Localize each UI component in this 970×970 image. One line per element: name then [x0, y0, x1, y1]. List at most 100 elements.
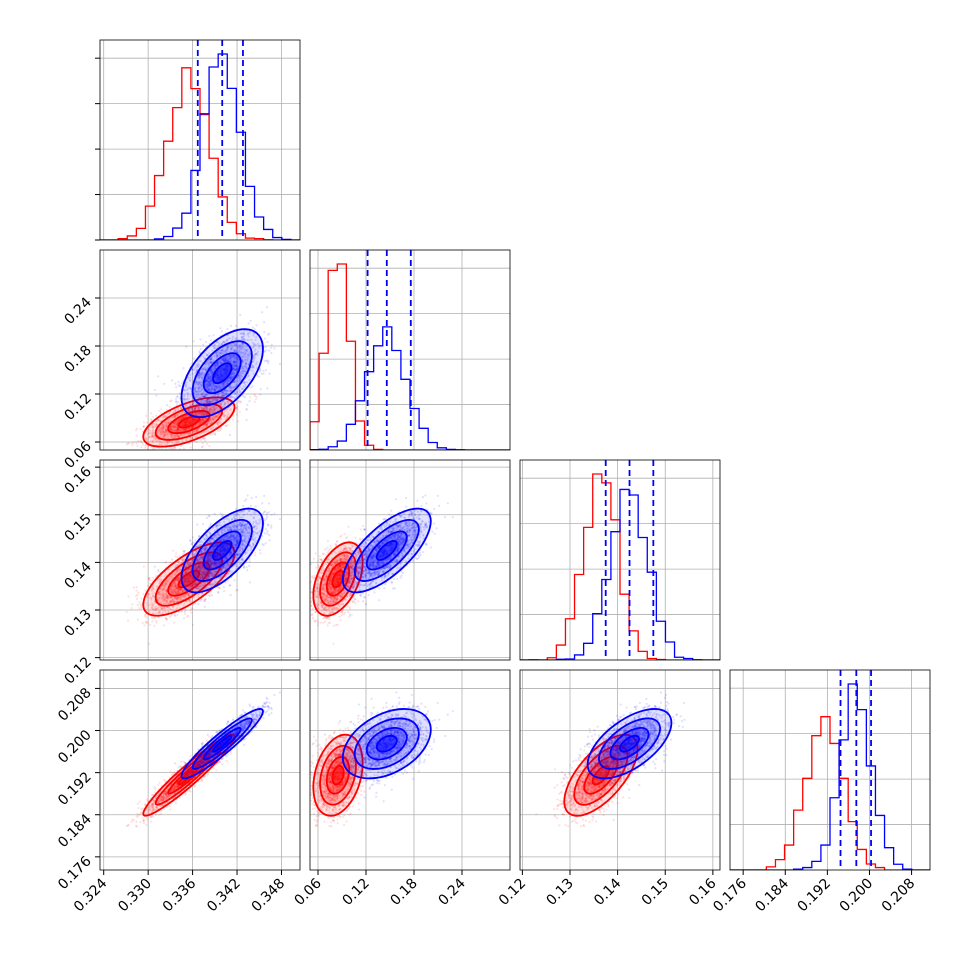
- scatter-point: [173, 421, 176, 424]
- scatter-point: [216, 408, 219, 411]
- scatter-point: [209, 405, 212, 408]
- scatter-point: [195, 428, 198, 431]
- scatter-point: [213, 388, 216, 391]
- scatter-point: [199, 422, 202, 425]
- scatter-point: [202, 412, 206, 415]
- scatter-point: [164, 429, 167, 432]
- scatter-point: [216, 424, 220, 427]
- scatter-point: [207, 420, 211, 423]
- scatter-point: [175, 421, 178, 424]
- scatter-point: [161, 425, 164, 429]
- scatter-point: [192, 431, 195, 434]
- scatter-point: [152, 429, 155, 432]
- scatter-point: [210, 405, 214, 408]
- scatter-point: [210, 428, 213, 431]
- scatter-point: [201, 421, 204, 424]
- scatter-point: [185, 427, 188, 431]
- scatter-point: [174, 421, 177, 424]
- scatter-point: [222, 383, 226, 386]
- scatter-point: [187, 614, 190, 617]
- scatter-point: [152, 437, 156, 440]
- scatter-point: [173, 428, 176, 432]
- scatter-point: [175, 423, 178, 426]
- scatter-point: [184, 400, 187, 403]
- scatter-point: [186, 418, 189, 422]
- scatter-point: [194, 412, 197, 416]
- scatter-point: [181, 423, 185, 426]
- scatter-point: [232, 418, 235, 421]
- scatter-point: [209, 398, 213, 401]
- scatter-point: [166, 436, 169, 439]
- scatter-point: [184, 421, 187, 424]
- scatter-point: [178, 428, 181, 431]
- scatter-point: [195, 440, 198, 444]
- scatter-point: [165, 428, 168, 431]
- scatter-point: [182, 429, 185, 432]
- scatter-point: [192, 417, 195, 421]
- scatter-point: [209, 427, 212, 430]
- scatter-point: [223, 401, 226, 404]
- scatter-point: [176, 421, 179, 424]
- scatter-point: [195, 412, 198, 415]
- scatter-point: [200, 395, 204, 398]
- scatter-point: [141, 621, 144, 625]
- scatter-point: [155, 422, 158, 426]
- scatter-point: [170, 416, 173, 419]
- scatter-point: [177, 419, 180, 422]
- scatter-point: [184, 397, 187, 400]
- scatter-point: [202, 406, 205, 409]
- scatter-point: [216, 414, 220, 417]
- scatter-point: [209, 418, 212, 421]
- scatter-point: [192, 357, 196, 360]
- scatter-point: [188, 421, 192, 425]
- scatter-point: [169, 435, 173, 439]
- scatter-point: [222, 412, 226, 415]
- scatter-point: [169, 428, 173, 431]
- scatter-point: [182, 429, 185, 432]
- scatter-point: [204, 423, 207, 426]
- scatter-point: [191, 402, 195, 405]
- scatter-point: [178, 402, 181, 405]
- scatter-point: [212, 406, 215, 409]
- scatter-point: [168, 440, 171, 443]
- scatter-point: [210, 416, 213, 419]
- scatter-point: [194, 413, 198, 416]
- scatter-point: [142, 424, 145, 428]
- scatter-point: [191, 425, 194, 429]
- scatter-point: [173, 434, 176, 437]
- scatter-point: [185, 419, 188, 422]
- scatter-point: [127, 442, 130, 445]
- scatter-point: [183, 416, 186, 419]
- scatter-point: [125, 610, 128, 613]
- scatter-point: [167, 421, 170, 425]
- scatter-point: [158, 455, 160, 457]
- scatter-point: [162, 624, 166, 627]
- scatter-point: [186, 423, 189, 426]
- scatter-point: [248, 355, 251, 358]
- scatter-point: [189, 417, 192, 421]
- scatter-point: [176, 426, 179, 429]
- scatter-point: [138, 440, 141, 443]
- scatter-point: [165, 440, 168, 443]
- scatter-point: [220, 417, 223, 421]
- scatter-point: [177, 434, 180, 438]
- scatter-point: [203, 437, 207, 440]
- scatter-point: [202, 425, 205, 428]
- scatter-point: [204, 417, 208, 420]
- panel-content: [100, 40, 300, 240]
- scatter-point: [162, 430, 165, 433]
- scatter-point: [220, 329, 223, 333]
- scatter-point: [205, 442, 209, 446]
- scatter-point: [165, 617, 169, 621]
- scatter-point: [227, 368, 230, 371]
- scatter-point: [136, 440, 139, 443]
- scatter-point: [262, 369, 265, 373]
- scatter-point: [179, 433, 182, 436]
- scatter-point: [176, 427, 180, 430]
- scatter-point: [157, 447, 160, 450]
- scatter-point: [177, 419, 180, 422]
- scatter-point: [136, 445, 139, 448]
- scatter-point: [264, 369, 268, 372]
- scatter-point: [207, 421, 210, 424]
- scatter-point: [185, 419, 188, 422]
